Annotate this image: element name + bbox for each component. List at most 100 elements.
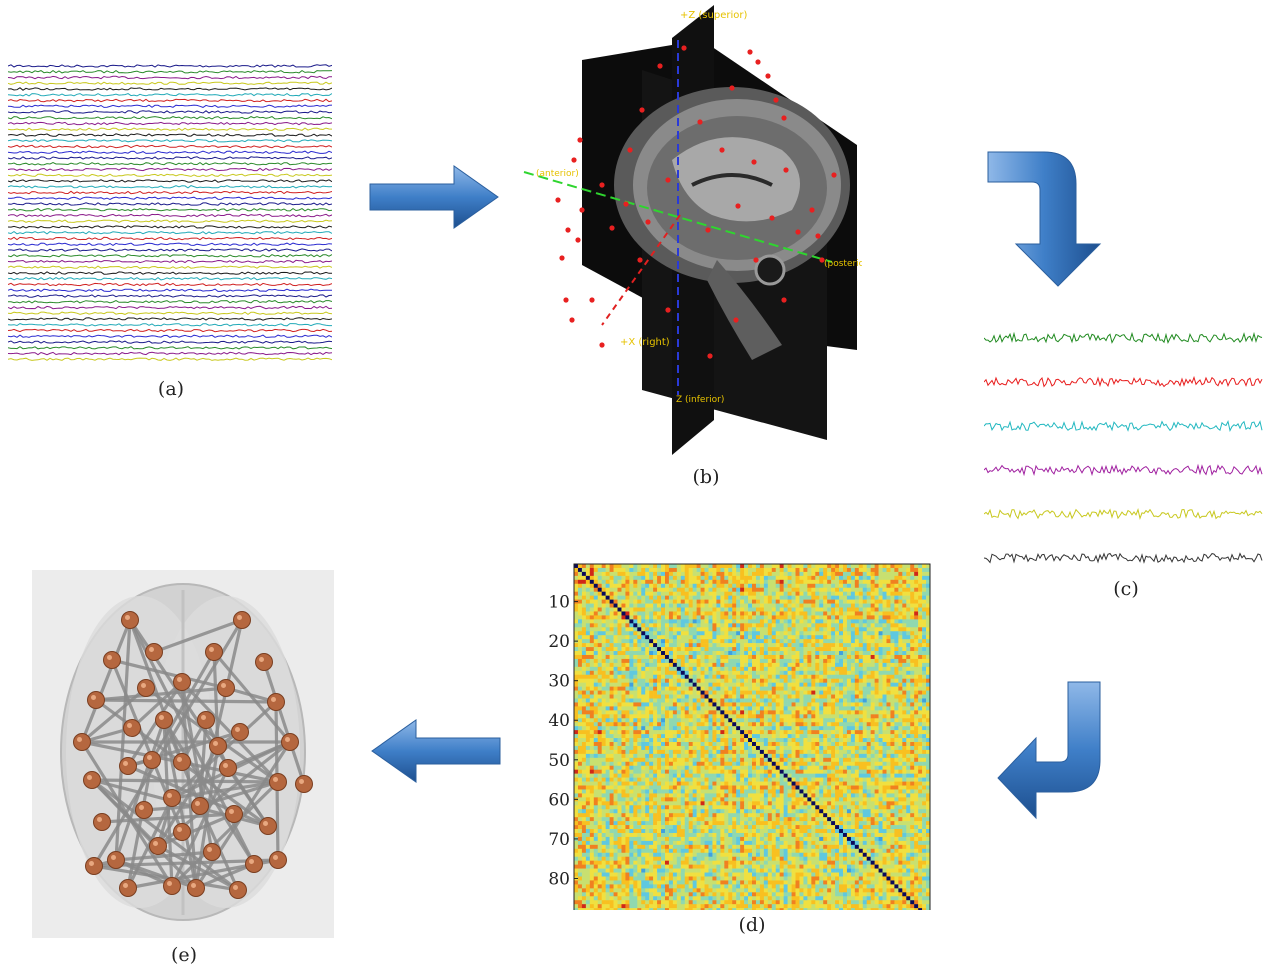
matrix-cell [637, 801, 641, 805]
matrix-cell [606, 833, 610, 837]
matrix-cell [625, 651, 629, 655]
matrix-cell [732, 706, 736, 710]
matrix-cell [712, 564, 716, 568]
matrix-cell [705, 695, 709, 699]
matrix-cell [780, 604, 784, 608]
matrix-cell [629, 615, 633, 619]
matrix-cell [768, 730, 772, 734]
electrode-dot [773, 97, 778, 102]
matrix-cell [677, 829, 681, 833]
matrix-cell [614, 837, 618, 841]
matrix-cell [685, 596, 689, 600]
matrix-cell [594, 797, 598, 801]
matrix-cell [831, 592, 835, 596]
matrix-cell [728, 702, 732, 706]
matrix-cell [681, 691, 685, 695]
matrix-cell [732, 639, 736, 643]
matrix-cell [586, 627, 590, 631]
matrix-cell [768, 623, 772, 627]
matrix-cell [847, 619, 851, 623]
electrode-dot [599, 342, 604, 347]
matrix-cell [657, 631, 661, 635]
matrix-cell [708, 758, 712, 762]
matrix-cell [784, 608, 788, 612]
matrix-cell [645, 600, 649, 604]
matrix-cell [803, 576, 807, 580]
matrix-cell [637, 797, 641, 801]
matrix-cell [803, 714, 807, 718]
matrix-cell [835, 746, 839, 750]
matrix-cell [819, 801, 823, 805]
matrix-cell [708, 805, 712, 809]
matrix-cell [598, 580, 602, 584]
matrix-cell [827, 631, 831, 635]
matrix-cell [665, 789, 669, 793]
matrix-cell [792, 619, 796, 623]
matrix-cell [792, 564, 796, 568]
matrix-cell [689, 584, 693, 588]
matrix-cell [756, 580, 760, 584]
matrix-cell [606, 829, 610, 833]
raw-channel-trace [8, 180, 332, 182]
matrix-cell [756, 789, 760, 793]
matrix-cell [693, 695, 697, 699]
matrix-cell [673, 726, 677, 730]
matrix-cell [582, 797, 586, 801]
matrix-cell [784, 631, 788, 635]
matrix-cell [633, 821, 637, 825]
matrix-cell [582, 615, 586, 619]
matrix-cell [661, 734, 665, 738]
matrix-cell [625, 746, 629, 750]
matrix-cell [720, 584, 724, 588]
matrix-cell [618, 813, 622, 817]
matrix-cell [701, 837, 705, 841]
matrix-cell [590, 821, 594, 825]
matrix-cell [708, 691, 712, 695]
matrix-cell [661, 643, 665, 647]
matrix-cell [799, 738, 803, 742]
matrix-cell [582, 750, 586, 754]
matrix-cell [677, 722, 681, 726]
matrix-cell [606, 698, 610, 702]
matrix-cell [693, 631, 697, 635]
matrix-cell [657, 797, 661, 801]
matrix-cell [629, 588, 633, 592]
matrix-cell [736, 801, 740, 805]
matrix-cell [594, 782, 598, 786]
matrix-cell [685, 829, 689, 833]
matrix-cell [788, 722, 792, 726]
matrix-cell [740, 667, 744, 671]
matrix-cell [614, 797, 618, 801]
matrix-cell [657, 789, 661, 793]
matrix-cell [788, 710, 792, 714]
matrix-cell [819, 608, 823, 612]
matrix-cell [598, 691, 602, 695]
matrix-cell [594, 809, 598, 813]
matrix-cell [752, 710, 756, 714]
raw-channel-trace [8, 347, 332, 349]
matrix-cell [760, 710, 764, 714]
matrix-cell [677, 821, 681, 825]
matrix-cell [788, 604, 792, 608]
matrix-cell [602, 710, 606, 714]
matrix-cell [799, 825, 803, 829]
matrix-cell [574, 702, 578, 706]
matrix-cell [637, 611, 641, 615]
matrix-cell [752, 801, 756, 805]
matrix-cell [618, 829, 622, 833]
matrix-cell [621, 722, 625, 726]
matrix-cell [823, 770, 827, 774]
matrix-cell [621, 655, 625, 659]
matrix-cell [843, 734, 847, 738]
matrix-cell [827, 572, 831, 576]
matrix-cell [744, 793, 748, 797]
matrix-cell [618, 750, 622, 754]
matrix-cell [835, 774, 839, 778]
matrix-cell [803, 706, 807, 710]
matrix-cell [693, 821, 697, 825]
matrix-cell [618, 714, 622, 718]
matrix-cell [578, 734, 582, 738]
matrix-cell [811, 659, 815, 663]
matrix-cell [693, 754, 697, 758]
matrix-cell [792, 746, 796, 750]
